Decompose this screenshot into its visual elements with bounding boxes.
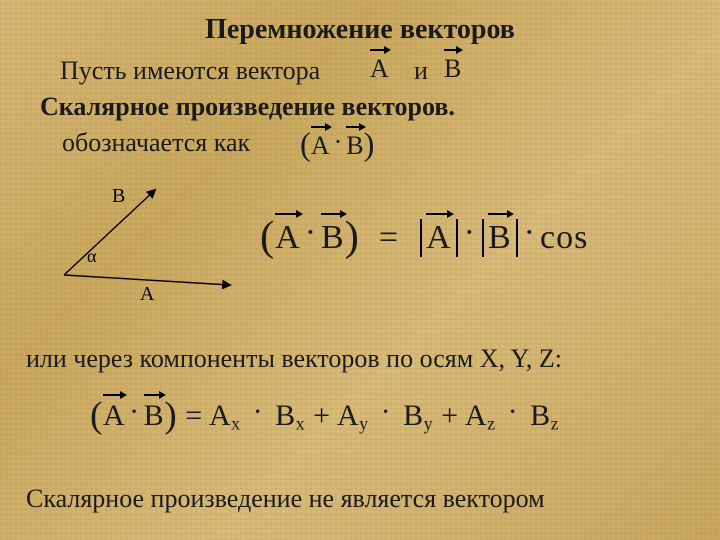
- vector-b-arrow: [64, 190, 155, 275]
- vector-angle-diagram: B A α: [40, 180, 240, 300]
- components-intro: или через компоненты векторов по осям X,…: [26, 344, 562, 374]
- and-word: и: [414, 56, 428, 86]
- page-title: Перемножение векторов: [0, 14, 720, 46]
- diagram-label-a: A: [140, 283, 155, 300]
- diagram-angle-label: α: [87, 246, 97, 266]
- scalar-product-formula: (A·B) = A·B·cos: [260, 210, 588, 259]
- closing-statement: Скалярное произведение не является векто…: [26, 484, 545, 514]
- vector-a-inline: A: [370, 54, 389, 84]
- intro-line: Пусть имеются вектора: [60, 56, 320, 86]
- components-formula: (A·B) = Ax · Bx + Ay · By + Az · Bz: [90, 392, 559, 435]
- diagram-label-b: B: [112, 185, 125, 207]
- scalar-product-heading: Скалярное произведение векторов.: [40, 92, 455, 122]
- notation-ab-small: (A·B): [300, 126, 374, 163]
- denoted-as: обозначается как: [62, 128, 250, 158]
- vector-b-inline: B: [444, 54, 461, 84]
